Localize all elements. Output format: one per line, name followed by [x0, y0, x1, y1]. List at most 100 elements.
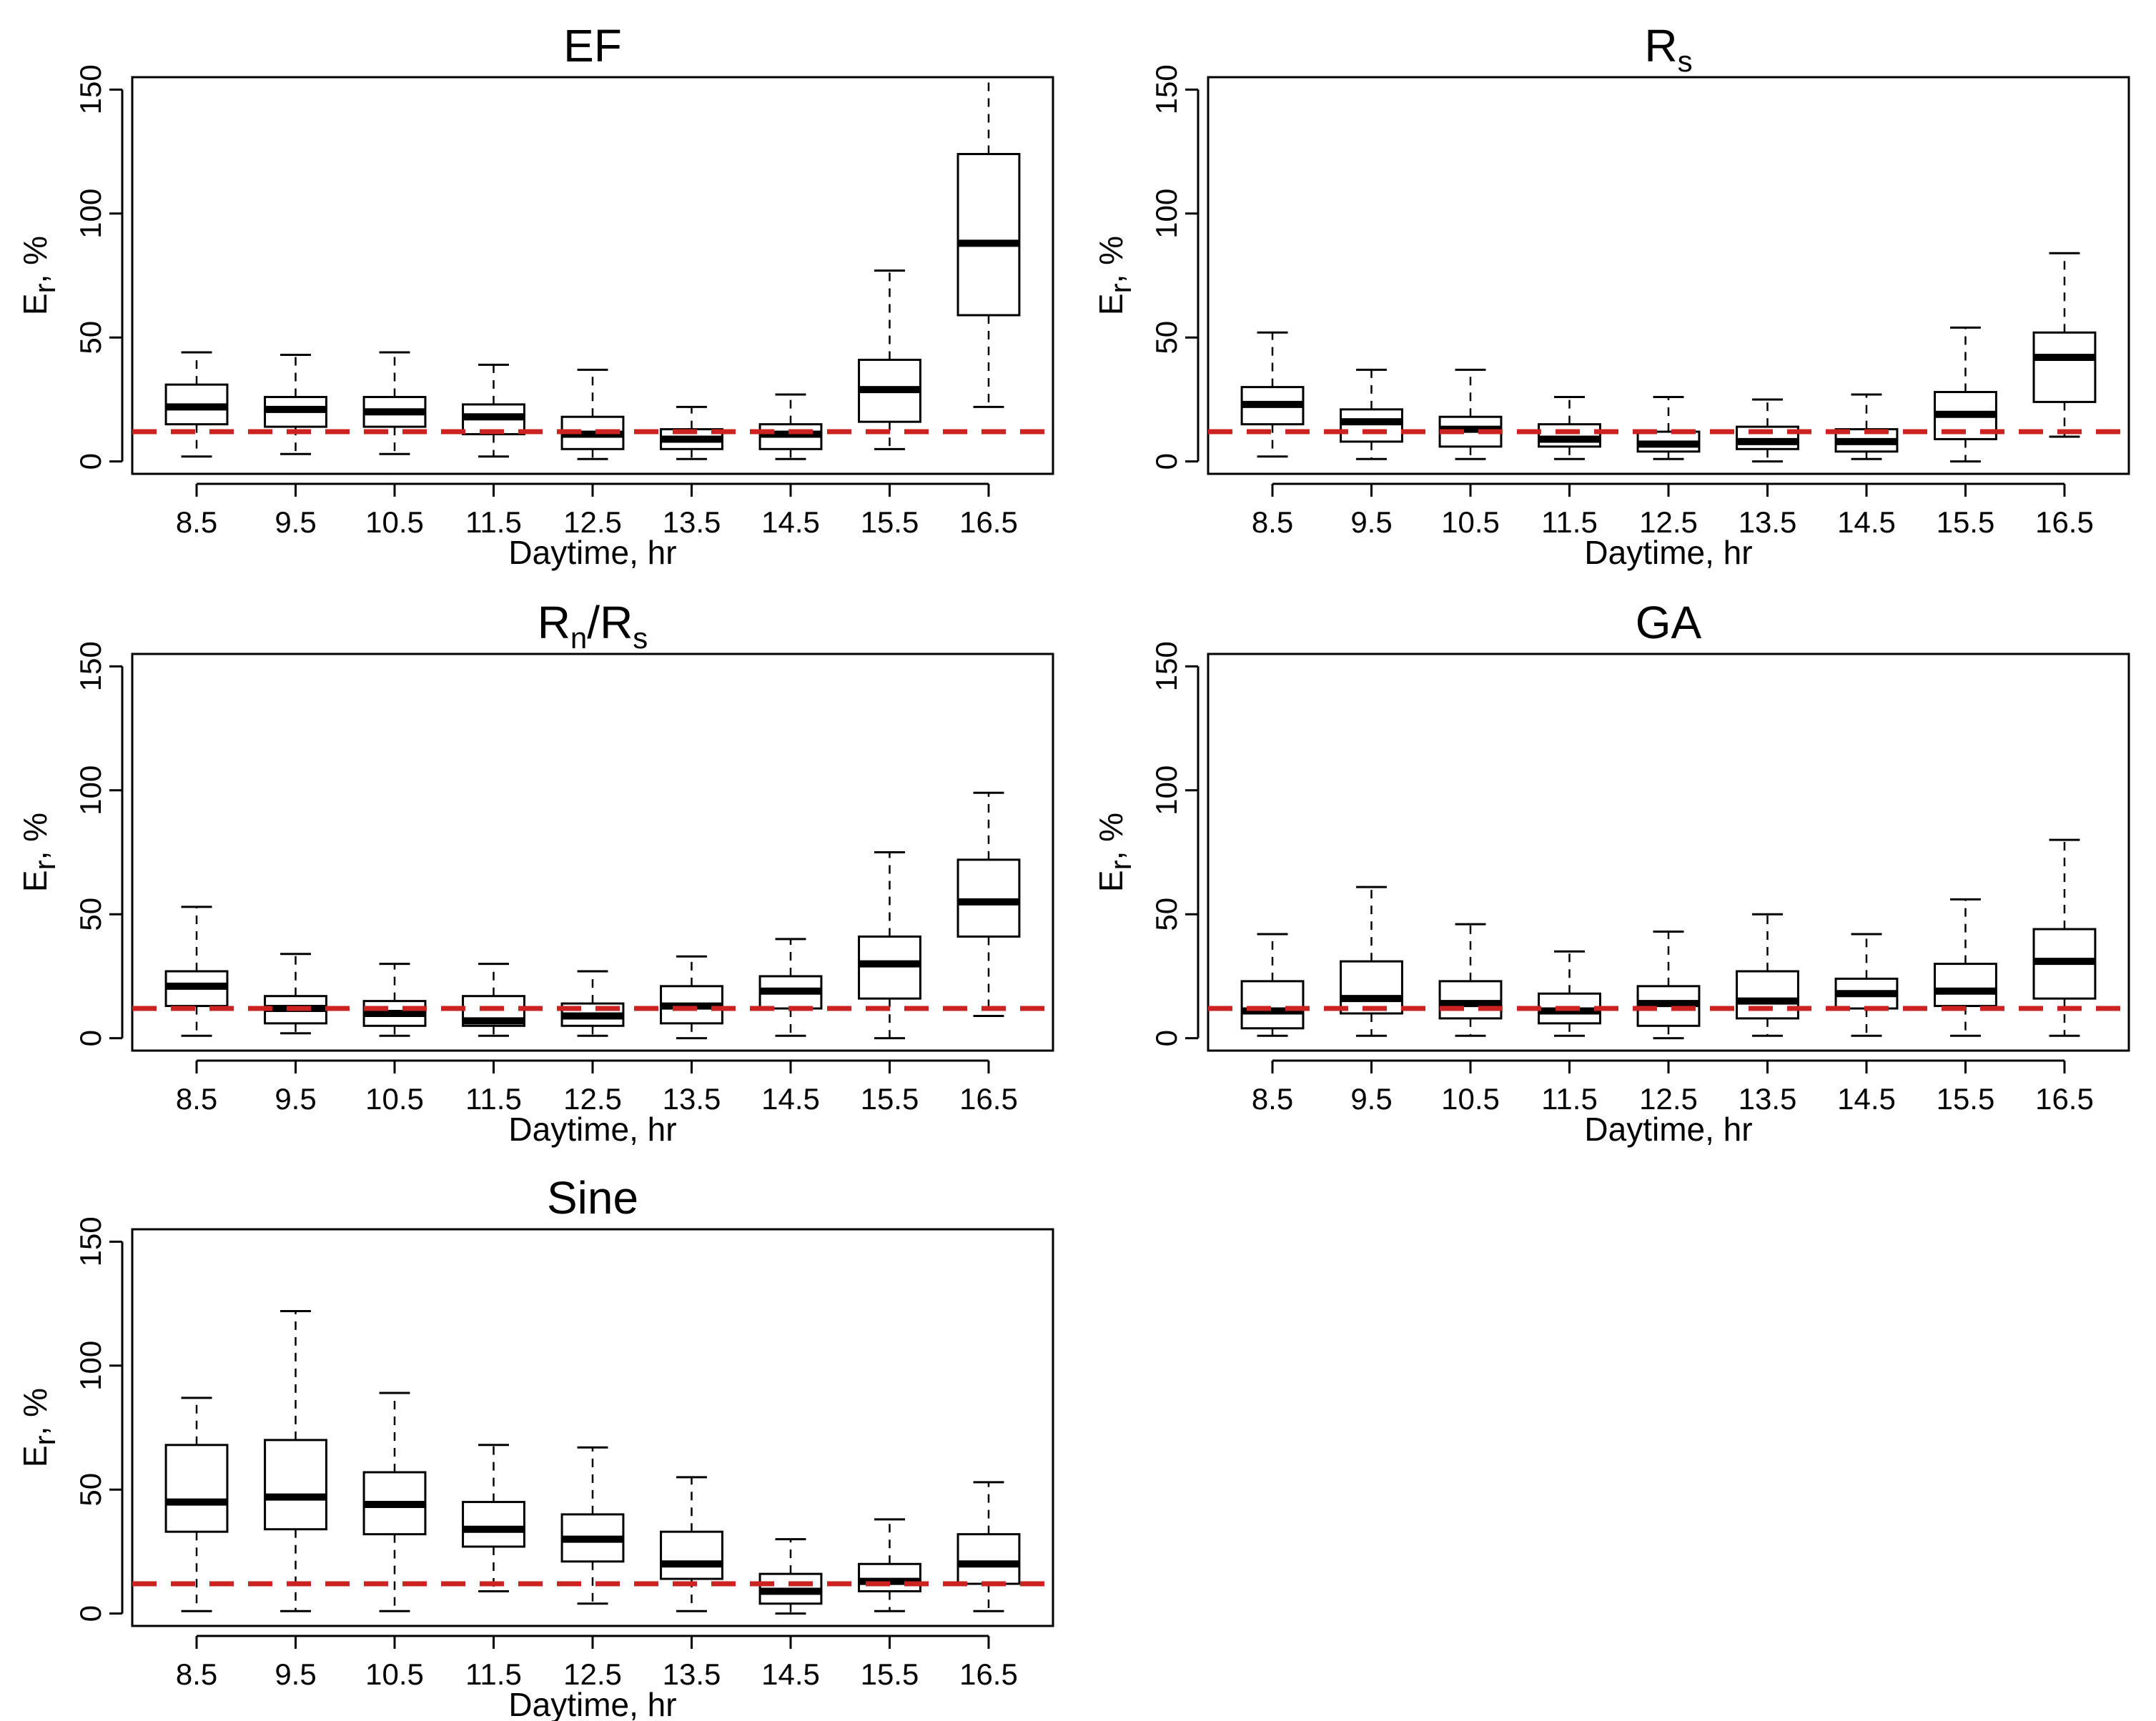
box-10.5 — [362, 1392, 427, 1612]
x-tick-label: 13.5 — [663, 505, 721, 539]
plot-frame — [1207, 76, 2130, 475]
box-11.5 — [462, 963, 525, 1037]
panel-2: Rs 0 50 100 150 Er, % 8.5 9.5 10.5 11.5 12.5 13.5 14… — [1092, 20, 2130, 571]
x-tick-label: 12.5 — [563, 1657, 622, 1691]
x-tick-label: 14.5 — [1837, 505, 1896, 539]
x-tick-label: 10.5 — [1441, 1082, 1500, 1116]
panel-title: Sine — [547, 1172, 638, 1224]
iqr-box — [956, 1533, 1021, 1585]
panel-5: Sine 0 50 100 150 Er, % 8.5 9.5 10.5 11.5 12.5 13.5… — [16, 1172, 1054, 1721]
plot-frame — [131, 1228, 1054, 1627]
box-9.5 — [264, 354, 327, 455]
x-tick-label: 16.5 — [2035, 505, 2094, 539]
box-15.5 — [858, 1518, 921, 1612]
x-tick-label: 15.5 — [1937, 1082, 1995, 1116]
y-tick-label: 50 — [74, 321, 107, 354]
y-axis-label: Er, % — [16, 236, 61, 315]
box-8.5 — [1240, 933, 1305, 1037]
x-tick-label: 14.5 — [1837, 1082, 1896, 1116]
plot-frame — [1207, 653, 2130, 1052]
box-9.5 — [264, 953, 327, 1035]
y-tick-label: 100 — [74, 189, 107, 239]
x-tick-label: 9.5 — [1350, 505, 1392, 539]
box-13.5 — [1736, 913, 1799, 1037]
x-axis-label: Daytime, hr — [508, 1111, 676, 1148]
box-14.5 — [1834, 933, 1899, 1037]
y-tick-label: 0 — [1149, 453, 1183, 470]
box-16.5 — [2032, 252, 2097, 438]
panel-title: GA — [1636, 597, 1702, 648]
y-tick-label: 50 — [1149, 898, 1183, 931]
x-tick-label: 12.5 — [563, 505, 622, 539]
y-tick-label: 0 — [74, 453, 107, 470]
iqr-box — [858, 1562, 921, 1592]
iqr-box — [1538, 423, 1601, 448]
iqr-box — [164, 1444, 229, 1533]
x-tick-label: 11.5 — [465, 1657, 522, 1691]
iqr-box — [956, 858, 1021, 938]
box-8.5 — [1240, 331, 1305, 458]
box-12.5 — [560, 368, 625, 460]
box-14.5 — [758, 393, 823, 460]
x-tick-label: 10.5 — [1441, 505, 1500, 539]
x-tick-label: 10.5 — [365, 505, 424, 539]
x-tick-label: 9.5 — [1350, 1082, 1392, 1116]
box-16.5 — [956, 76, 1021, 408]
box-16.5 — [956, 1481, 1021, 1612]
x-tick-label: 15.5 — [1937, 505, 1995, 539]
box-10.5 — [1438, 923, 1503, 1037]
box-16.5 — [2032, 838, 2097, 1037]
x-tick-label: 11.5 — [1541, 505, 1598, 539]
y-tick-label: 150 — [1149, 641, 1183, 691]
x-tick-label: 12.5 — [1639, 1082, 1698, 1116]
box-11.5 — [462, 363, 525, 458]
x-tick-label: 8.5 — [1252, 505, 1293, 539]
x-tick-label: 8.5 — [1252, 1082, 1293, 1116]
y-tick-label: 150 — [74, 641, 107, 691]
iqr-box — [1240, 980, 1305, 1030]
box-9.5 — [264, 1309, 327, 1612]
x-tick-label: 9.5 — [275, 1657, 316, 1691]
iqr-box — [1736, 970, 1799, 1020]
box-15.5 — [858, 269, 921, 450]
x-tick-label: 16.5 — [959, 1082, 1018, 1116]
y-tick-label: 100 — [1149, 189, 1183, 239]
box-12.5 — [1636, 931, 1701, 1040]
x-tick-label: 10.5 — [365, 1657, 424, 1691]
iqr-box — [956, 153, 1021, 317]
plot-frame — [131, 653, 1054, 1052]
box-14.5 — [758, 938, 823, 1037]
x-axis-label: Daytime, hr — [508, 1686, 676, 1721]
x-tick-label: 16.5 — [959, 505, 1018, 539]
x-tick-label: 14.5 — [761, 1657, 820, 1691]
y-tick-label: 0 — [74, 1605, 107, 1622]
x-tick-label: 13.5 — [1739, 505, 1797, 539]
iqr-box — [1340, 960, 1403, 1015]
box-15.5 — [1934, 326, 1997, 463]
iqr-box — [462, 1501, 525, 1548]
iqr-box — [1340, 408, 1403, 443]
x-tick-label: 10.5 — [365, 1082, 424, 1116]
y-tick-label: 100 — [1149, 765, 1183, 815]
x-tick-label: 8.5 — [176, 505, 217, 539]
y-tick-label: 150 — [1149, 64, 1183, 114]
iqr-box — [264, 1439, 327, 1531]
box-11.5 — [462, 1444, 525, 1592]
y-tick-label: 150 — [74, 1216, 107, 1266]
x-tick-label: 13.5 — [663, 1082, 721, 1116]
iqr-box — [1438, 980, 1503, 1020]
box-15.5 — [858, 851, 921, 1040]
y-tick-label: 0 — [1149, 1030, 1183, 1046]
x-tick-label: 12.5 — [1639, 505, 1698, 539]
box-11.5 — [1538, 395, 1601, 460]
x-tick-label: 11.5 — [465, 505, 522, 539]
y-tick-label: 150 — [74, 64, 107, 114]
y-tick-label: 50 — [74, 898, 107, 931]
y-axis-label: Er, % — [1092, 236, 1137, 315]
box-11.5 — [1538, 950, 1601, 1037]
x-tick-label: 13.5 — [1739, 1082, 1797, 1116]
x-tick-label: 15.5 — [861, 1657, 919, 1691]
panel-title: Rn/Rs — [538, 597, 648, 655]
x-tick-label: 13.5 — [663, 1657, 721, 1691]
